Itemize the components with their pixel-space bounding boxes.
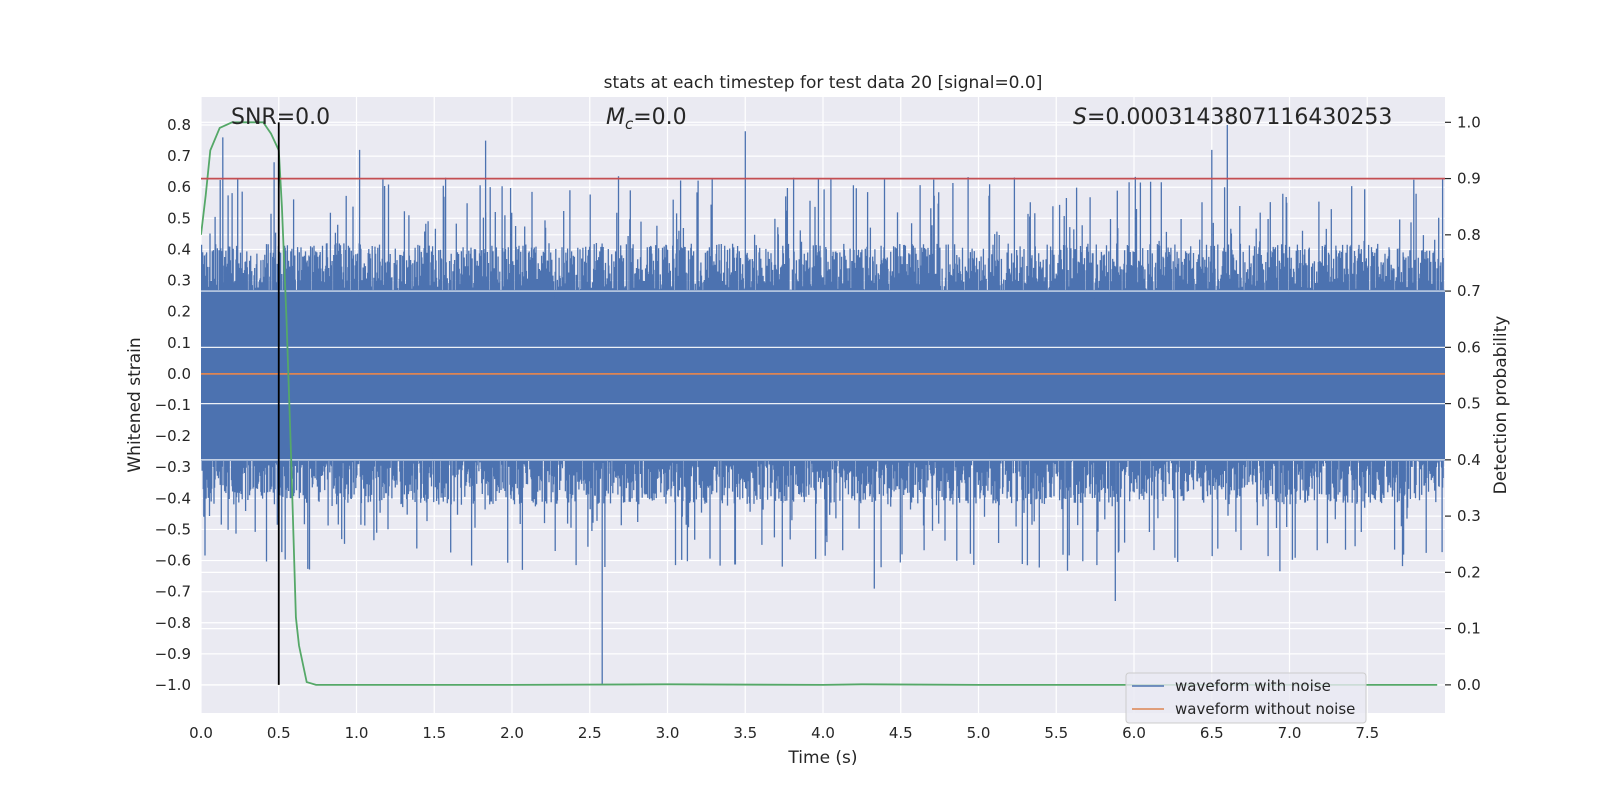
series-lines (201, 121, 1445, 686)
y-left-axis-label: Whitened strain (125, 337, 145, 472)
x-tick-label: 2.5 (578, 724, 602, 742)
x-tick-label: 4.5 (889, 724, 913, 742)
y-right-tick-label: 1.0 (1457, 113, 1481, 131)
x-tick-label: 2.0 (500, 724, 524, 742)
x-tick-label: 1.0 (345, 724, 369, 742)
y-left-tick-label: 0.4 (167, 240, 191, 258)
y-left-tick-label: 0.2 (167, 303, 191, 321)
y-right-tick-label: 0.6 (1457, 338, 1481, 356)
snr-annotation: SNR=0.0 (231, 105, 330, 130)
x-tick-label: 5.0 (967, 724, 991, 742)
x-tick-label: 3.5 (733, 724, 757, 742)
y-right-tick-label: 0.9 (1457, 170, 1481, 188)
y-left-tick-label: −0.1 (155, 396, 191, 414)
y-left-tick-label: 0.0 (167, 365, 191, 383)
y-right-tick-label: 0.1 (1457, 620, 1481, 638)
y-left-tick-label: 0.3 (167, 272, 191, 290)
x-tick-label: 7.5 (1355, 724, 1379, 742)
x-tick-label: 1.5 (422, 724, 446, 742)
x-tick-label: 0.0 (189, 724, 213, 742)
x-tick-label: 0.5 (267, 724, 291, 742)
y-left-tick-labels: 0.8 0.7 0.6 0.5 0.4 0.3 0.2 0.1 0.0 −0.1 −0.2 −0.3 −… (155, 116, 191, 694)
x-tick-label: 6.0 (1122, 724, 1146, 742)
y-left-tick-label: 0.7 (167, 147, 191, 165)
noise-waveform (201, 125, 1445, 685)
y-left-tick-label: −0.5 (155, 520, 191, 538)
y-left-tick-label: −0.6 (155, 552, 191, 570)
y-left-tick-label: 0.8 (167, 116, 191, 134)
y-right-tick-label: 0.5 (1457, 395, 1481, 413)
y-left-tick-label: 0.6 (167, 178, 191, 196)
legend: waveform with noise waveform without noi… (1125, 672, 1367, 724)
y-right-tick-labels: 1.0 0.9 0.8 0.7 0.6 0.5 0.4 0.3 0.2 0.1 0.0 (1445, 113, 1481, 694)
y-right-axis-label: Detection probability (1491, 316, 1511, 495)
noise-series-line (201, 125, 1444, 685)
series-line-2 (201, 121, 1438, 686)
y-left-tick-label: −0.9 (155, 645, 191, 663)
x-tick-labels: 0.0 0.5 1.0 1.5 2.0 2.5 3.0 3.5 4.0 4.5 5.0 5.5 6.0 6… (189, 724, 1379, 742)
x-tick-label: 3.0 (656, 724, 680, 742)
y-left-tick-label: −0.8 (155, 614, 191, 632)
y-left-tick-label: −0.7 (155, 583, 191, 601)
y-right-tick-label: 0.3 (1457, 507, 1481, 525)
y-left-tick-label: −0.2 (155, 427, 191, 445)
mc-annotation: Mc=0.0 (606, 105, 687, 133)
x-axis-label: Time (s) (787, 748, 857, 768)
y-right-tick-label: 0.7 (1457, 282, 1481, 300)
legend-box (1125, 672, 1367, 724)
y-right-tick-label: 0.4 (1457, 451, 1481, 469)
x-tick-label: 6.5 (1200, 724, 1224, 742)
chart-title: stats at each timestep for test data 20 … (604, 73, 1043, 93)
y-left-tick-label: −0.4 (155, 489, 191, 507)
x-tick-label: 7.0 (1278, 724, 1302, 742)
y-right-tick-label: 0.8 (1457, 226, 1481, 244)
y-right-tick-label: 0.0 (1457, 676, 1481, 694)
x-tick-label: 5.5 (1044, 724, 1068, 742)
x-tick-label: 4.0 (811, 724, 835, 742)
s-annotation: S=0.0003143807116430253 (1073, 105, 1392, 130)
y-left-tick-label: −0.3 (155, 458, 191, 476)
y-left-tick-label: 0.1 (167, 334, 191, 352)
y-right-tick-label: 0.2 (1457, 563, 1481, 581)
y-left-tick-label: 0.5 (167, 209, 191, 227)
legend-label-noise: waveform with noise (1175, 677, 1331, 695)
y-left-tick-label: −1.0 (155, 676, 191, 694)
legend-label-clean: waveform without noise (1175, 700, 1355, 718)
